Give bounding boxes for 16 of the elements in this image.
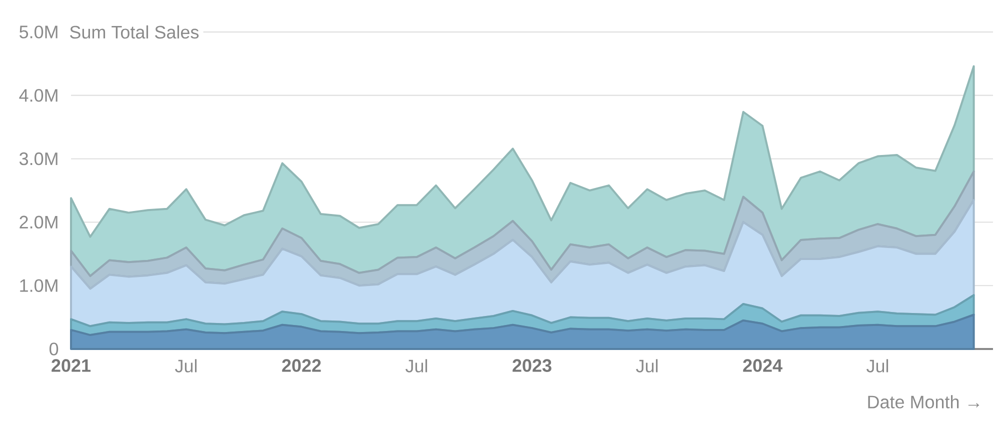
x-tick-label: Jul	[866, 359, 888, 372]
y-tick-label: 2.0M	[20, 216, 58, 229]
y-tick-label: 5.0M	[20, 26, 58, 38]
y-tick-label: 3.0M	[19, 152, 58, 166]
x-tick-label: Jul	[175, 359, 197, 372]
y-tick-label: 0	[50, 342, 58, 356]
x-tick-label: 2021	[52, 359, 91, 372]
x-axis-title: Date Month →	[868, 395, 980, 408]
y-tick-label: 1.0M	[20, 279, 58, 292]
x-tick-label: Jul	[636, 359, 658, 372]
x-tick-label: Jul	[406, 359, 428, 372]
x-tick-label: 2022	[282, 359, 321, 372]
x-tick-label: 2024	[743, 359, 782, 372]
y-axis-title: Sum Total Sales	[70, 25, 199, 39]
x-tick-label: 2023	[512, 359, 552, 372]
y-tick-label: 4.0M	[19, 89, 58, 102]
